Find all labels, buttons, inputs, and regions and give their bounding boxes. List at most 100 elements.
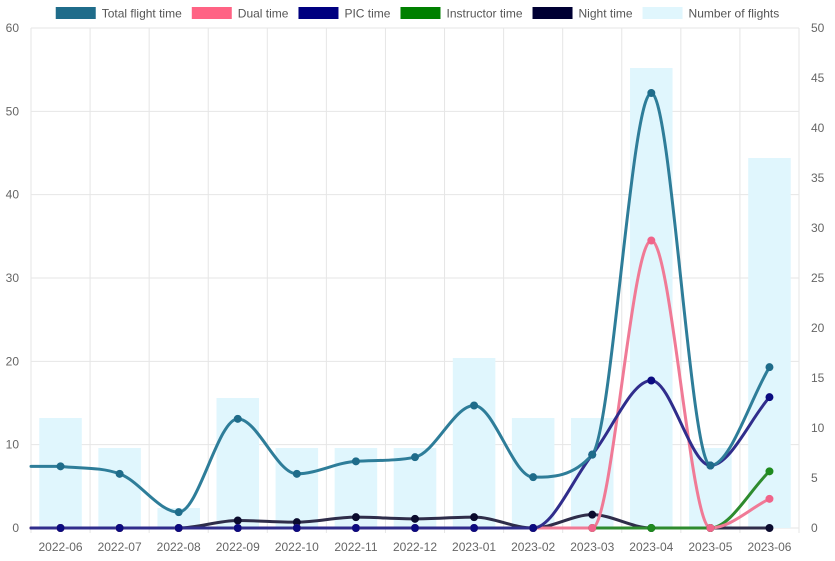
point-pic-time[interactable]: [529, 524, 538, 532]
point-pic-time[interactable]: [174, 524, 183, 532]
point-pic-time[interactable]: [470, 524, 479, 532]
y2-tick-label: 40: [811, 121, 825, 135]
flights-bar: [748, 158, 791, 528]
x-tick-label: 2022-08: [157, 540, 201, 554]
point-pic-time[interactable]: [292, 524, 301, 532]
point-total-flight-time[interactable]: [529, 473, 538, 482]
point-total-flight-time[interactable]: [470, 401, 479, 410]
point-total-flight-time[interactable]: [351, 457, 360, 466]
point-total-flight-time[interactable]: [706, 461, 715, 470]
legend-item-instructor-time[interactable]: Instructor time: [400, 7, 523, 21]
legend-swatch: [298, 7, 339, 19]
flights-bar: [157, 508, 200, 528]
right-axis: 0 5 10 15 20 25 30 35 40 45 50: [811, 21, 825, 535]
point-pic-time[interactable]: [115, 524, 124, 532]
point-pic-time[interactable]: [56, 524, 65, 532]
legend-label: Instructor time: [446, 7, 522, 21]
y2-tick-label: 35: [811, 171, 825, 185]
point-total-flight-time[interactable]: [56, 462, 65, 471]
flights-bar: [98, 448, 141, 528]
point-dual-time[interactable]: [765, 494, 774, 503]
point-instructor-time[interactable]: [647, 524, 656, 532]
point-night-time[interactable]: [588, 510, 597, 519]
point-pic-time[interactable]: [411, 524, 419, 532]
legend-swatch: [191, 7, 232, 19]
legend-label: Dual time: [238, 7, 289, 21]
legend-label: Number of flights: [689, 7, 780, 21]
y2-tick-label: 45: [811, 71, 825, 85]
flights-bars: [39, 68, 791, 528]
x-axis: 2022-06 2022-07 2022-08 2022-09 2022-10 2022-…: [39, 540, 792, 554]
point-dual-time[interactable]: [647, 236, 656, 245]
legend-item-pic-time[interactable]: PIC time: [298, 7, 391, 21]
x-tick-label: 2022-12: [393, 540, 437, 554]
point-total-flight-time[interactable]: [765, 363, 774, 372]
y-tick-label: 0: [12, 521, 19, 535]
point-night-time[interactable]: [765, 524, 774, 532]
y-tick-label: 30: [6, 271, 20, 285]
point-dual-time[interactable]: [706, 524, 715, 532]
point-pic-time[interactable]: [647, 376, 656, 385]
grid-lines: [30, 27, 800, 533]
point-night-time[interactable]: [470, 513, 479, 522]
x-tick-label: 2022-11: [334, 540, 377, 554]
x-tick-label: 2023-02: [511, 540, 555, 554]
flights-bar: [452, 358, 496, 528]
y-tick-label: 60: [6, 21, 20, 35]
flights-bar: [275, 448, 319, 528]
y-tick-label: 40: [6, 188, 20, 202]
point-total-flight-time[interactable]: [115, 469, 124, 478]
y2-tick-label: 5: [811, 471, 818, 485]
point-total-flight-time[interactable]: [292, 469, 301, 478]
legend-swatch: [532, 7, 573, 19]
legend-item-dual-time[interactable]: Dual time: [191, 7, 289, 21]
x-tick-label: 2022-06: [39, 540, 83, 554]
legend-swatch: [400, 7, 441, 19]
y-tick-label: 50: [6, 104, 20, 118]
legend-item-night-time[interactable]: Night time: [532, 7, 633, 21]
legend-item-total-flight-time[interactable]: Total flight time: [55, 7, 182, 21]
y2-tick-label: 20: [811, 321, 825, 335]
y-tick-label: 20: [6, 354, 20, 368]
legend-swatch: [55, 7, 96, 19]
x-tick-label: 2022-09: [216, 540, 260, 554]
point-pic-time[interactable]: [765, 393, 774, 402]
point-total-flight-time[interactable]: [411, 453, 419, 462]
point-pic-time[interactable]: [233, 524, 242, 532]
legend-label: PIC time: [344, 7, 390, 21]
point-instructor-time[interactable]: [765, 467, 774, 476]
x-tick-label: 2023-03: [570, 540, 614, 554]
x-tick-label: 2022-10: [275, 540, 319, 554]
point-night-time[interactable]: [411, 514, 419, 523]
y2-tick-label: 25: [811, 271, 825, 285]
y2-tick-label: 15: [811, 371, 825, 385]
y-tick-label: 10: [6, 438, 20, 452]
legend[interactable]: Total flight time Dual time PIC time Instru…: [55, 7, 780, 21]
flights-bar: [39, 418, 82, 528]
y2-tick-label: 50: [811, 21, 825, 35]
x-tick-label: 2023-01: [452, 540, 496, 554]
y2-tick-label: 0: [811, 521, 818, 535]
point-dual-time[interactable]: [588, 524, 597, 532]
flights-bar: [630, 68, 673, 528]
legend-label: Total flight time: [102, 7, 182, 21]
point-night-time[interactable]: [233, 516, 242, 525]
y2-tick-label: 30: [811, 221, 825, 235]
x-tick-label: 2023-05: [688, 540, 732, 554]
flights-bar: [511, 418, 555, 528]
y2-tick-label: 10: [811, 421, 825, 435]
point-total-flight-time[interactable]: [174, 508, 183, 517]
point-total-flight-time[interactable]: [647, 89, 656, 97]
point-night-time[interactable]: [351, 513, 360, 522]
point-total-flight-time[interactable]: [588, 450, 597, 459]
left-axis: 0 10 20 30 40 50 60: [6, 21, 20, 535]
flights-bar: [393, 448, 437, 528]
x-tick-label: 2022-07: [98, 540, 142, 554]
point-total-flight-time[interactable]: [233, 414, 242, 423]
series-points: [56, 89, 774, 532]
point-pic-time[interactable]: [351, 524, 360, 532]
x-tick-label: 2023-04: [629, 540, 673, 554]
x-tick-label: 2023-06: [747, 540, 791, 554]
legend-item-number-of-flights[interactable]: Number of flights: [642, 7, 780, 21]
